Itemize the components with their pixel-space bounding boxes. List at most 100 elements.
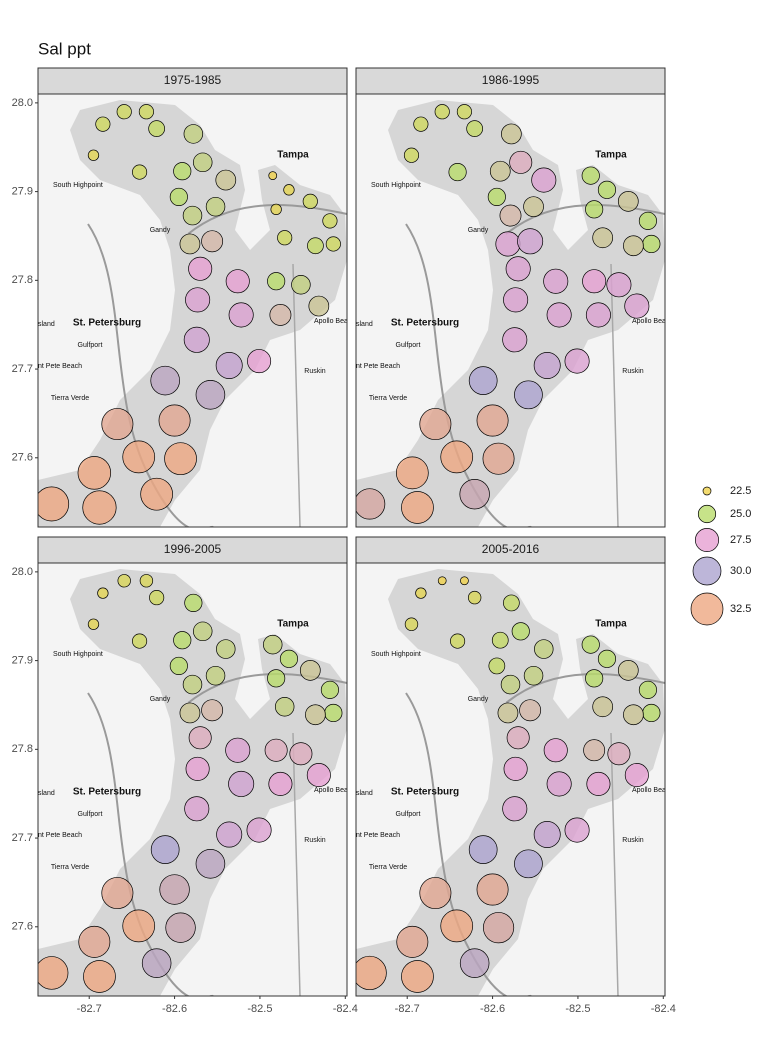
highway <box>505 673 665 704</box>
station-bubble <box>495 231 521 257</box>
station-bubble <box>419 408 452 441</box>
station-bubble <box>523 665 544 686</box>
station-bubble <box>519 699 542 722</box>
map-label: Ruskin <box>622 368 644 375</box>
station-bubble <box>638 211 657 230</box>
station-bubble <box>150 835 180 864</box>
station-bubble <box>509 150 533 174</box>
map-label: Tampa <box>277 619 309 630</box>
station-bubble <box>179 702 201 724</box>
station-bubble <box>263 634 283 655</box>
station-bubble <box>503 287 529 313</box>
station-bubble <box>193 152 213 173</box>
station-bubble <box>459 478 490 510</box>
x-tick-label: -82.7 <box>77 1003 102 1015</box>
chart-title: Sal ppt <box>38 39 91 58</box>
map-label: Gandy <box>150 227 171 234</box>
station-bubble <box>140 477 173 511</box>
panel: Tampa South Highpoint Gandy St. Petersburg G… <box>38 563 347 996</box>
map-label: Gulfport <box>396 811 421 818</box>
map-label: sland <box>356 790 373 797</box>
map-label: South Highpoint <box>53 651 103 658</box>
y-tick-label: 28.0 <box>12 97 33 109</box>
station-bubble <box>623 704 644 726</box>
facet-strip <box>37 67 348 95</box>
station-bubble <box>564 348 590 374</box>
station-bubble <box>325 236 341 252</box>
x-tick-label: -82.6 <box>162 1003 187 1015</box>
station-bubble <box>403 147 420 163</box>
station-bubble <box>487 187 506 206</box>
station-bubble <box>592 227 614 249</box>
station-bubble <box>322 213 338 229</box>
station-bubble <box>489 160 511 182</box>
map-label: Ruskin <box>622 837 644 844</box>
panel: Tampa South Highpoint Gandy St. Petersburg G… <box>38 94 347 527</box>
station-bubble <box>607 742 631 766</box>
station-bubble <box>624 293 650 319</box>
station-bubble <box>184 796 210 822</box>
station-bubble <box>201 230 224 253</box>
station-bubble <box>188 726 212 750</box>
station-bubble <box>291 275 311 295</box>
station-bubble <box>183 326 210 353</box>
map-label: Tierra Verde <box>369 395 407 402</box>
legend-label: 30.0 <box>730 565 751 577</box>
highway <box>187 204 347 235</box>
station-bubble <box>289 742 313 766</box>
x-tick-label: -82.5 <box>565 1003 590 1015</box>
station-bubble <box>185 756 210 781</box>
station-bubble <box>193 621 213 642</box>
station-bubble <box>488 657 506 675</box>
station-bubble <box>450 633 466 649</box>
y-tick-label: 28.0 <box>12 566 33 578</box>
station-bubble <box>122 909 156 943</box>
map-label: St. Petersburg <box>391 787 459 798</box>
station-bubble <box>225 269 250 294</box>
station-bubble <box>502 327 528 353</box>
station-bubble <box>440 440 474 474</box>
station-bubble <box>491 631 509 649</box>
station-bubble <box>623 235 644 257</box>
map-label: St. Petersburg <box>73 787 141 798</box>
station-bubble <box>179 233 201 255</box>
map-label: Tampa <box>595 619 627 630</box>
station-bubble <box>215 352 243 379</box>
station-bubble <box>246 817 272 843</box>
station-bubble <box>268 771 293 796</box>
station-bubble <box>195 380 226 410</box>
station-bubble <box>164 442 197 476</box>
station-bubble <box>308 295 330 317</box>
station-bubble <box>184 593 203 612</box>
panel-border <box>37 562 348 997</box>
station-bubble <box>440 909 474 943</box>
panel: Tampa South Highpoint Gandy St. Petersburg G… <box>356 563 665 996</box>
station-bubble <box>205 196 226 217</box>
station-bubble <box>150 365 180 396</box>
station-bubble <box>274 697 295 717</box>
panel-border <box>355 93 666 528</box>
station-bubble <box>546 771 572 797</box>
y-tick-label: 27.7 <box>12 363 33 375</box>
station-bubble <box>533 821 561 848</box>
legend-label: 22.5 <box>730 485 751 497</box>
station-bubble <box>215 169 237 191</box>
station-bubble <box>117 574 131 588</box>
station-bubble <box>514 380 543 410</box>
station-bubble <box>597 180 617 199</box>
y-tick-label: 27.9 <box>12 655 33 667</box>
map-label: Tampa <box>595 150 627 161</box>
station-bubble <box>87 618 100 630</box>
station-bubble <box>279 649 299 668</box>
station-bubble <box>116 104 132 120</box>
station-bubble <box>82 490 117 525</box>
station-bubble <box>268 171 278 180</box>
legend-key <box>697 504 717 524</box>
highway <box>292 732 301 996</box>
station-bubble <box>185 287 211 313</box>
station-bubble <box>460 576 469 586</box>
station-bubble <box>401 491 434 524</box>
station-bubble <box>502 796 528 822</box>
station-bubble <box>395 456 429 490</box>
